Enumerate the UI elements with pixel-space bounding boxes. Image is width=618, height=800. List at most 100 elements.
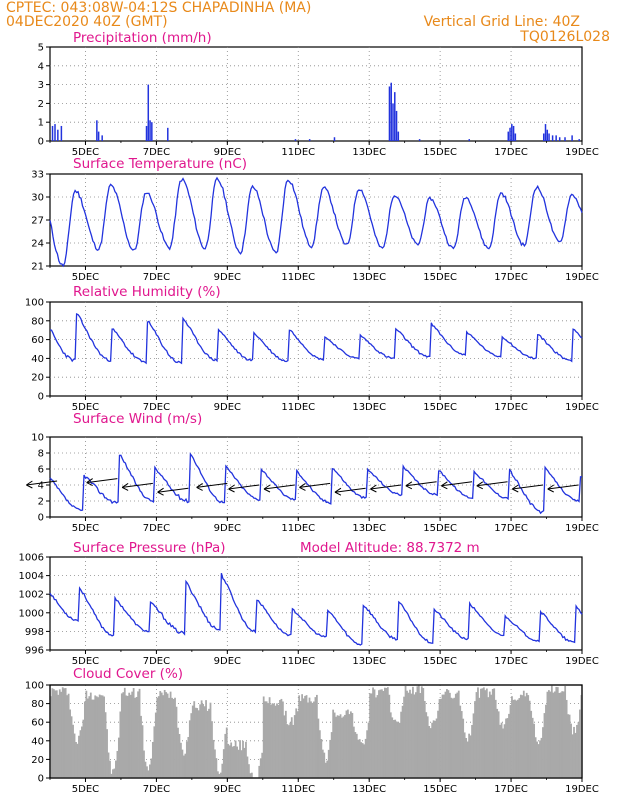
- precip-bar: [397, 131, 400, 141]
- cloud-bar: [463, 732, 466, 778]
- x-tick-label: 11DEC: [281, 656, 315, 667]
- plot-frame-top: [49, 684, 583, 779]
- cloud-bar: [453, 697, 456, 778]
- precip-bar: [418, 139, 421, 141]
- cloud-bar: [345, 710, 348, 778]
- cloud-bar: [493, 688, 496, 778]
- cloud-bar: [293, 715, 296, 778]
- cloud-bar: [404, 686, 407, 778]
- cloud-bar: [168, 697, 170, 778]
- cloud-bar: [329, 739, 332, 778]
- cloud-bar: [60, 691, 63, 778]
- y-tick-label: 100: [25, 298, 44, 309]
- cloud-bar: [327, 749, 330, 778]
- wind-arrow-head: [441, 481, 448, 490]
- y-tick-label: 0: [38, 137, 44, 148]
- cloud-bar: [450, 697, 453, 778]
- cloud-bar: [295, 708, 298, 778]
- cloud-bar: [524, 696, 527, 778]
- cloud-bar: [367, 722, 370, 778]
- x-tick-label: 7DEC: [143, 784, 170, 795]
- cloud-bar: [190, 713, 193, 778]
- wind-arrow-head: [370, 484, 377, 493]
- cloud-bar: [552, 692, 555, 778]
- wind-arrow-shaft: [370, 484, 402, 490]
- cloud-bar: [151, 741, 154, 778]
- cloud-bar: [468, 733, 470, 778]
- cloud-bar: [419, 693, 422, 778]
- x-tick-label: 9DEC: [214, 147, 241, 158]
- cloud-bar: [202, 703, 204, 778]
- cloud-bar: [332, 709, 335, 778]
- cloud-bar: [527, 695, 530, 778]
- cloud-bar: [434, 720, 436, 778]
- cloud-bar: [191, 705, 194, 778]
- cloud-bar: [284, 710, 287, 778]
- cloud-bar: [163, 689, 166, 778]
- precip-bar: [390, 82, 392, 141]
- cloud-bar: [314, 697, 317, 778]
- precip-bar: [571, 135, 573, 141]
- cloud-bar: [512, 699, 515, 778]
- cloud-bar: [100, 695, 103, 778]
- y-tick-label: 2: [38, 99, 44, 110]
- cloud-bar: [103, 696, 105, 778]
- y-tick-label: 1002: [19, 590, 44, 601]
- cloud-bar: [280, 698, 283, 778]
- cloud-bar: [415, 692, 417, 778]
- wind-arrow-shaft: [122, 482, 153, 488]
- cloud-bar: [64, 688, 67, 778]
- cloud-bar: [344, 714, 346, 778]
- cloud-bar: [481, 688, 484, 778]
- cloud-bar: [120, 693, 123, 778]
- cloud-bar: [364, 738, 367, 778]
- wind-arrow-shaft: [299, 482, 331, 488]
- panel-title: Relative Humidity (%): [73, 284, 221, 300]
- cloud-bar: [206, 710, 209, 778]
- cloud-bar: [92, 699, 95, 778]
- cloud-bar: [556, 687, 559, 778]
- precip-bar: [394, 92, 396, 141]
- cloud-bar: [321, 749, 324, 778]
- cloud-bar: [502, 728, 504, 778]
- x-tick-label: 9DEC: [214, 402, 241, 413]
- cloud-bar: [472, 713, 475, 778]
- cloud-bar: [283, 715, 286, 778]
- y-tick-label: 4: [38, 61, 44, 72]
- cloud-bar: [348, 714, 351, 778]
- cloud-bar: [52, 689, 55, 778]
- header-grid-line: Vertical Grid Line: 40Z: [424, 14, 580, 30]
- cloud-bar: [386, 687, 389, 778]
- cloud-bar: [388, 694, 391, 778]
- cloud-bar: [178, 733, 181, 778]
- y-tick-label: 1: [38, 118, 44, 129]
- cloud-bar: [104, 712, 107, 778]
- cloud-bar: [484, 690, 487, 778]
- cloud-bar: [379, 689, 382, 778]
- x-tick-label: 19DEC: [565, 272, 599, 283]
- cloud-bar: [166, 693, 169, 778]
- precip-bar: [564, 137, 566, 141]
- cloud-bar: [456, 692, 459, 778]
- cloud-bar: [333, 712, 336, 778]
- cloud-bar: [407, 692, 410, 778]
- cloud-bar: [373, 689, 376, 778]
- cloud-bar: [372, 687, 374, 778]
- cloud-bar: [277, 704, 280, 778]
- precip-bar: [151, 122, 153, 141]
- cloud-bar: [522, 690, 525, 778]
- precip-bar: [542, 133, 545, 141]
- cloud-bar: [265, 701, 268, 778]
- wind-arrow-shaft: [476, 481, 508, 487]
- cloud-bar: [289, 722, 292, 778]
- cloud-bar: [549, 691, 552, 778]
- wind-arrow-shaft: [157, 487, 189, 493]
- x-tick-label: 11DEC: [281, 147, 315, 158]
- cloud-bar: [349, 711, 352, 778]
- y-tick-label: 20: [31, 755, 44, 766]
- x-tick-label: 11DEC: [281, 523, 315, 534]
- y-tick-label: 0: [38, 513, 44, 524]
- wind-arrow-head: [263, 484, 271, 493]
- cloud-bar: [242, 740, 244, 778]
- cloud-bar: [177, 727, 179, 778]
